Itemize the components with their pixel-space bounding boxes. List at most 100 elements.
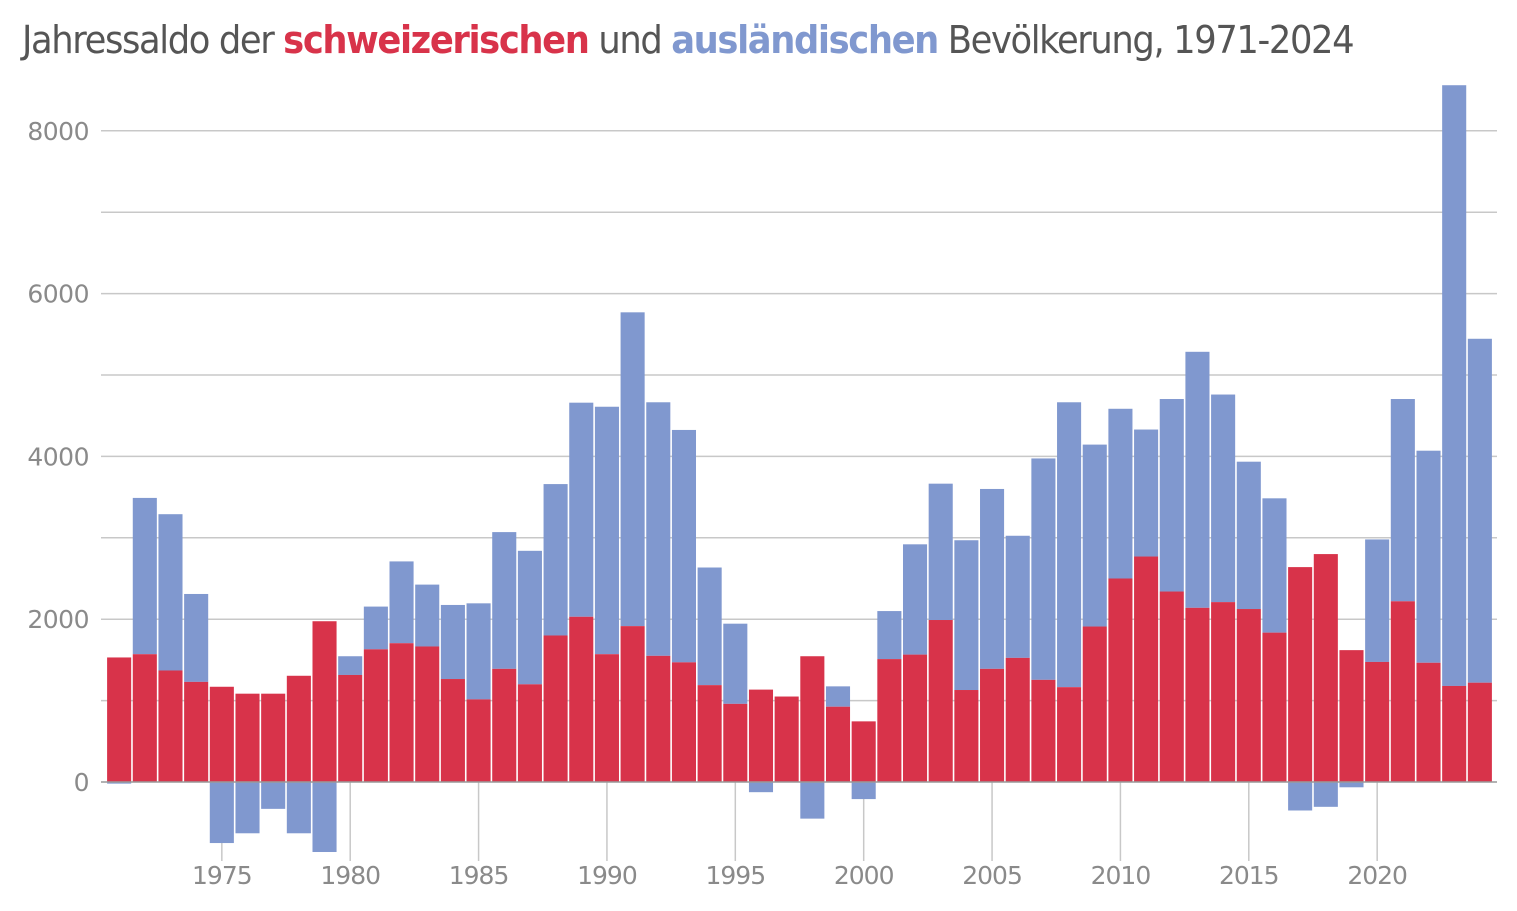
bar-foreign-1980 (338, 656, 363, 675)
x-tick-label-2000: 2000 (834, 861, 894, 890)
bar-swiss-1985 (466, 699, 491, 782)
bar-swiss-1980 (338, 674, 363, 782)
bar-swiss-2020 (1365, 661, 1390, 782)
bar-swiss-1986 (492, 668, 517, 782)
bar-swiss-1975 (209, 686, 234, 782)
bar-foreign-1987 (517, 550, 542, 685)
gridlines (101, 130, 1497, 702)
bar-foreign-2020 (1365, 539, 1390, 662)
bar-foreign-1979 (312, 782, 337, 853)
bar-swiss-2014 (1211, 602, 1236, 782)
bar-swiss-2000 (851, 721, 876, 782)
bar-foreign-2002 (902, 544, 928, 655)
bar-swiss-2009 (1082, 626, 1107, 782)
x-tick-label-2005: 2005 (962, 861, 1022, 890)
foreign-series-bars (107, 85, 1492, 853)
bar-swiss-1982 (389, 643, 414, 782)
bar-foreign-2013 (1185, 351, 1210, 608)
bar-foreign-1976 (235, 782, 260, 834)
title-part-3: Bevölkerung, 1971-2024 (937, 18, 1355, 62)
bar-swiss-2007 (1031, 679, 1056, 782)
y-tick-label-4000: 4000 (27, 442, 89, 471)
bar-swiss-1983 (415, 646, 440, 782)
bar-swiss-2003 (928, 620, 953, 782)
bar-foreign-1995 (723, 623, 748, 704)
bar-foreign-1978 (286, 782, 311, 834)
bar-foreign-1982 (389, 561, 414, 644)
bar-foreign-1977 (261, 782, 286, 809)
bar-foreign-2009 (1082, 444, 1107, 627)
bar-foreign-2004 (954, 540, 979, 691)
bar-foreign-2022 (1416, 450, 1441, 663)
bar-swiss-1974 (184, 681, 209, 782)
bar-foreign-2014 (1211, 394, 1236, 603)
bar-foreign-1996 (748, 782, 774, 793)
bar-swiss-2024 (1467, 682, 1492, 782)
x-tick-label-1975: 1975 (192, 861, 252, 890)
bar-foreign-2023 (1442, 85, 1467, 686)
bar-foreign-2018 (1313, 782, 1338, 807)
bar-foreign-1998 (800, 782, 825, 819)
x-tick-label-1980: 1980 (320, 861, 380, 890)
bar-swiss-1978 (286, 675, 311, 782)
bar-swiss-1988 (543, 635, 568, 782)
bar-foreign-2024 (1467, 338, 1492, 683)
bar-swiss-1995 (723, 703, 748, 782)
bar-swiss-2001 (877, 659, 902, 782)
bar-foreign-1986 (492, 532, 517, 669)
bar-swiss-1973 (158, 670, 183, 782)
x-tick-label-1985: 1985 (449, 861, 509, 890)
bar-swiss-2012 (1159, 591, 1184, 782)
bar-swiss-1981 (363, 649, 388, 782)
bar-swiss-2023 (1442, 685, 1467, 782)
y-tick-label-6000: 6000 (27, 280, 89, 309)
bar-foreign-1989 (569, 402, 594, 617)
bar-foreign-2017 (1288, 782, 1313, 811)
bar-foreign-1985 (466, 603, 491, 700)
title-legend-swiss: schweizerischen (283, 18, 590, 62)
bar-foreign-1999 (825, 686, 851, 707)
title-part-2: und (588, 18, 672, 62)
bar-foreign-1990 (594, 406, 619, 655)
bar-swiss-1979 (312, 621, 337, 782)
bar-foreign-1994 (697, 567, 722, 686)
bar-swiss-2010 (1108, 578, 1133, 782)
bar-swiss-2022 (1416, 662, 1441, 782)
bar-swiss-2011 (1134, 556, 1159, 782)
bar-foreign-2011 (1134, 429, 1159, 557)
bar-swiss-2019 (1339, 650, 1364, 782)
bar-foreign-2016 (1262, 498, 1287, 633)
bar-swiss-2008 (1057, 687, 1082, 782)
chart-title: Jahressaldo der schweizerischen und ausl… (22, 18, 1355, 62)
bar-foreign-2010 (1108, 408, 1133, 579)
bar-swiss-1976 (235, 693, 260, 782)
bar-swiss-2015 (1236, 609, 1261, 782)
bar-foreign-1984 (440, 604, 465, 680)
bar-swiss-2013 (1185, 607, 1210, 782)
bar-swiss-1984 (440, 679, 465, 782)
x-tick-label-2020: 2020 (1347, 861, 1407, 890)
bar-foreign-2021 (1390, 399, 1415, 602)
bar-foreign-2007 (1031, 458, 1056, 680)
bar-foreign-1993 (671, 429, 697, 663)
bar-foreign-2000 (851, 782, 876, 800)
bar-swiss-1987 (517, 684, 542, 782)
bar-swiss-1990 (594, 654, 619, 782)
bar-swiss-2016 (1262, 632, 1287, 782)
bar-foreign-1991 (620, 312, 645, 627)
bar-swiss-1971 (107, 657, 132, 782)
bar-swiss-1977 (261, 693, 286, 782)
bar-foreign-2012 (1159, 399, 1184, 592)
bar-foreign-2001 (877, 611, 902, 660)
bar-swiss-1972 (132, 654, 157, 782)
bar-swiss-1989 (569, 616, 594, 782)
bar-swiss-1994 (697, 685, 722, 782)
bar-foreign-1975 (209, 782, 234, 844)
bar-swiss-2017 (1288, 567, 1313, 782)
bar-swiss-1999 (825, 706, 851, 782)
title-legend-foreign: ausländischen (671, 18, 939, 62)
y-axis-labels: 0 2000 4000 6000 8000 (27, 117, 89, 797)
bar-foreign-2003 (928, 483, 953, 621)
bar-foreign-1981 (363, 606, 388, 650)
